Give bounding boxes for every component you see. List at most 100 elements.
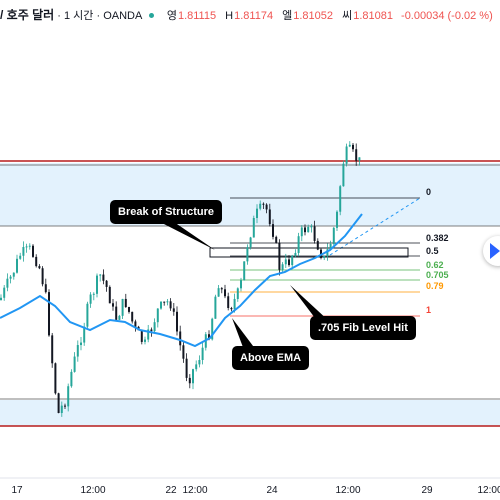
symbol-name[interactable]: / 호주 달러 [0,8,55,22]
candle-body [169,301,172,309]
candle-body [342,163,345,187]
candle-body [19,255,22,259]
candle-body [291,255,294,266]
candle-body [192,369,194,384]
x-axis-label: 12:00 [182,485,208,496]
candle-body [6,278,9,288]
candle-body [80,342,82,346]
candle-body [259,203,262,209]
candle-body [297,236,300,253]
candle-body [99,274,102,276]
x-axis-label: 24 [266,485,278,496]
interval-label[interactable]: 1 시간 [63,10,94,22]
candle-body [233,298,236,310]
candle-body [73,356,76,372]
candle-body [275,236,278,243]
candle-body [220,288,223,290]
candle-body [323,255,326,258]
candle-body [112,303,114,307]
candle-body [70,371,73,387]
candle-body [86,303,89,327]
lower-demand-zone [0,400,500,426]
candle-body [230,307,233,310]
low-value: 1.81052 [293,10,334,22]
candle-body [83,326,86,343]
candle-body [262,203,265,205]
scroll-right-button[interactable] [483,236,500,266]
fib-hit-callout[interactable]: .705 Fib Level Hit [310,316,416,340]
candle-body [76,345,79,357]
candle-body [243,261,246,281]
above-ema-callout[interactable]: Above EMA [232,346,310,370]
candle-body [176,311,178,332]
candle-body [54,363,57,394]
candle-body [140,330,143,342]
candle-body [134,321,137,327]
market-status-icon [148,13,154,19]
ema-line [0,213,363,348]
candle-body [108,286,111,304]
candle-body [227,296,230,308]
candle-body [265,204,268,210]
candle-body [156,308,159,323]
x-axis-label: 12:00 [80,485,106,496]
change-value: -0.00034 (-0.02 %) [401,10,493,22]
candle-body [249,237,252,248]
broker-label: OANDA [103,10,142,22]
candle-body [326,249,329,256]
x-axis-label: 22 [165,485,177,496]
fib-hit-pointer [290,285,330,322]
candle-body [67,386,70,407]
break-of-structure-callout[interactable]: Break of Structure [110,200,222,224]
candle-body [163,301,166,303]
candle-body [284,259,287,265]
candle-body [96,275,98,294]
candle-body [329,243,332,250]
candle-body [172,308,175,312]
open-value: 1.81115 [177,10,217,22]
separator: · [96,10,101,22]
candle-body [345,146,348,164]
candle-body [288,259,290,266]
above-ema-pointer [232,318,256,350]
candle-body [92,293,95,295]
structure-box[interactable] [209,247,409,258]
candle-body [124,298,127,308]
candle-body [198,360,201,365]
candle-body [144,339,146,342]
x-axis-label: 12:00 [335,485,361,496]
x-axis-label: 17 [11,485,23,496]
candle-body [166,301,169,303]
candle-body [240,280,242,289]
candle-body [0,297,2,300]
candle-body [25,246,28,248]
candle-body [89,294,92,304]
candle-body [57,393,60,414]
candle-body [150,329,153,332]
chart-header: / 호주 달러 · 1 시간 · OANDA 영1.81115 H1.81174… [0,4,500,26]
candle-body [179,331,182,346]
candle-body [272,224,274,237]
candle-body [32,245,34,257]
candle-body [60,405,63,414]
low-label: 엘 [282,10,293,22]
candle-body [316,240,319,250]
candle-body [348,144,351,147]
candle-body [281,264,284,270]
candle-body [332,227,335,244]
candle-body [236,288,239,299]
candle-body [252,218,255,238]
candle-body [352,144,354,150]
fib-label-0: 0 [426,187,432,197]
candle-body [313,226,316,241]
candle-body [256,208,258,219]
candle-body [268,209,271,225]
candle-body [35,256,38,267]
candle-body [16,258,18,273]
candle-body [188,377,191,384]
candle-body [224,289,226,297]
candle-body [358,157,361,161]
scroll-right-icon [490,243,500,259]
candle-body [44,284,47,293]
